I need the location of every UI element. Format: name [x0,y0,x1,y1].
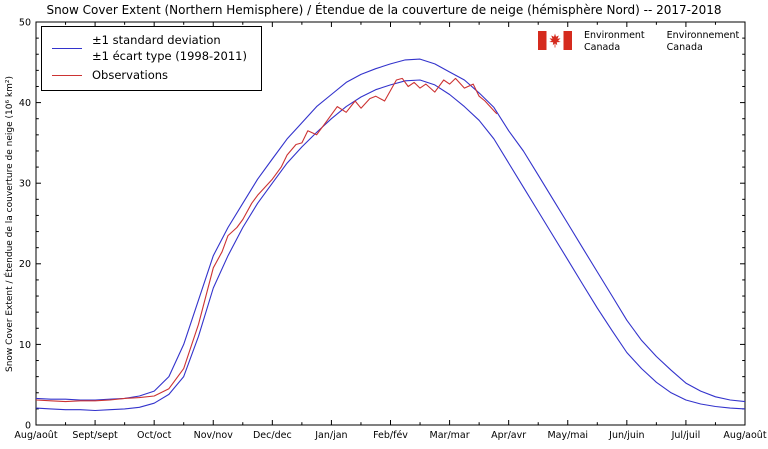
series-minus-1-std-dev-1998-2011 [35,79,746,412]
y-tick-label: 0 [25,420,31,431]
x-tick-label: Aug/août [14,430,57,441]
y-tick-label: 40 [19,98,31,109]
chart-title: Snow Cover Extent (Northern Hemisphere) … [46,3,722,17]
legend-label-observations: Observations [92,68,169,83]
std-dev-line-sample [52,48,82,50]
y-tick-label: 50 [19,17,31,28]
logo-text-english: Environment Canada [584,30,645,54]
y-tick-label: 30 [19,179,31,190]
legend-entry-std-dev: ±1 standard deviation ±1 écart type (199… [52,33,247,64]
environment-canada-logo: Environment Canada Environnement Canada [538,30,761,55]
x-tick-label: Oct/oct [137,430,172,441]
legend-label-std-dev-en: ±1 standard deviation [92,33,221,47]
canada-flag-icon [538,31,572,50]
x-tick-label: Jun/juin [608,430,644,441]
series-observations-2017-2018 [35,77,498,403]
y-tick-label: 20 [19,259,31,270]
x-tick-label: Dec/dec [253,430,292,441]
x-tick-label: Feb/fév [373,430,408,441]
legend-entry-observations: Observations [52,68,247,84]
x-tick-label: Aug/août [723,430,766,441]
legend: ±1 standard deviation ±1 écart type (199… [41,26,262,91]
observations-line-sample [52,75,82,77]
x-tick-label: Sept/sept [72,430,118,441]
x-tick-label: May/mai [547,430,588,441]
logo-text-french: Environnement Canada [666,30,740,54]
x-tick-label: Apr/avr [491,430,526,441]
x-tick-label: Jul/juil [671,430,701,441]
x-tick-label: Jan/jan [314,430,347,441]
x-tick-label: Nov/nov [194,430,234,441]
y-tick-label: 10 [19,340,31,351]
series-plus-1-std-dev-1998-2011 [35,58,746,403]
legend-label-std-dev-fr: ±1 écart type (1998-2011) [92,48,247,63]
x-tick-label: Mar/mar [430,430,470,441]
